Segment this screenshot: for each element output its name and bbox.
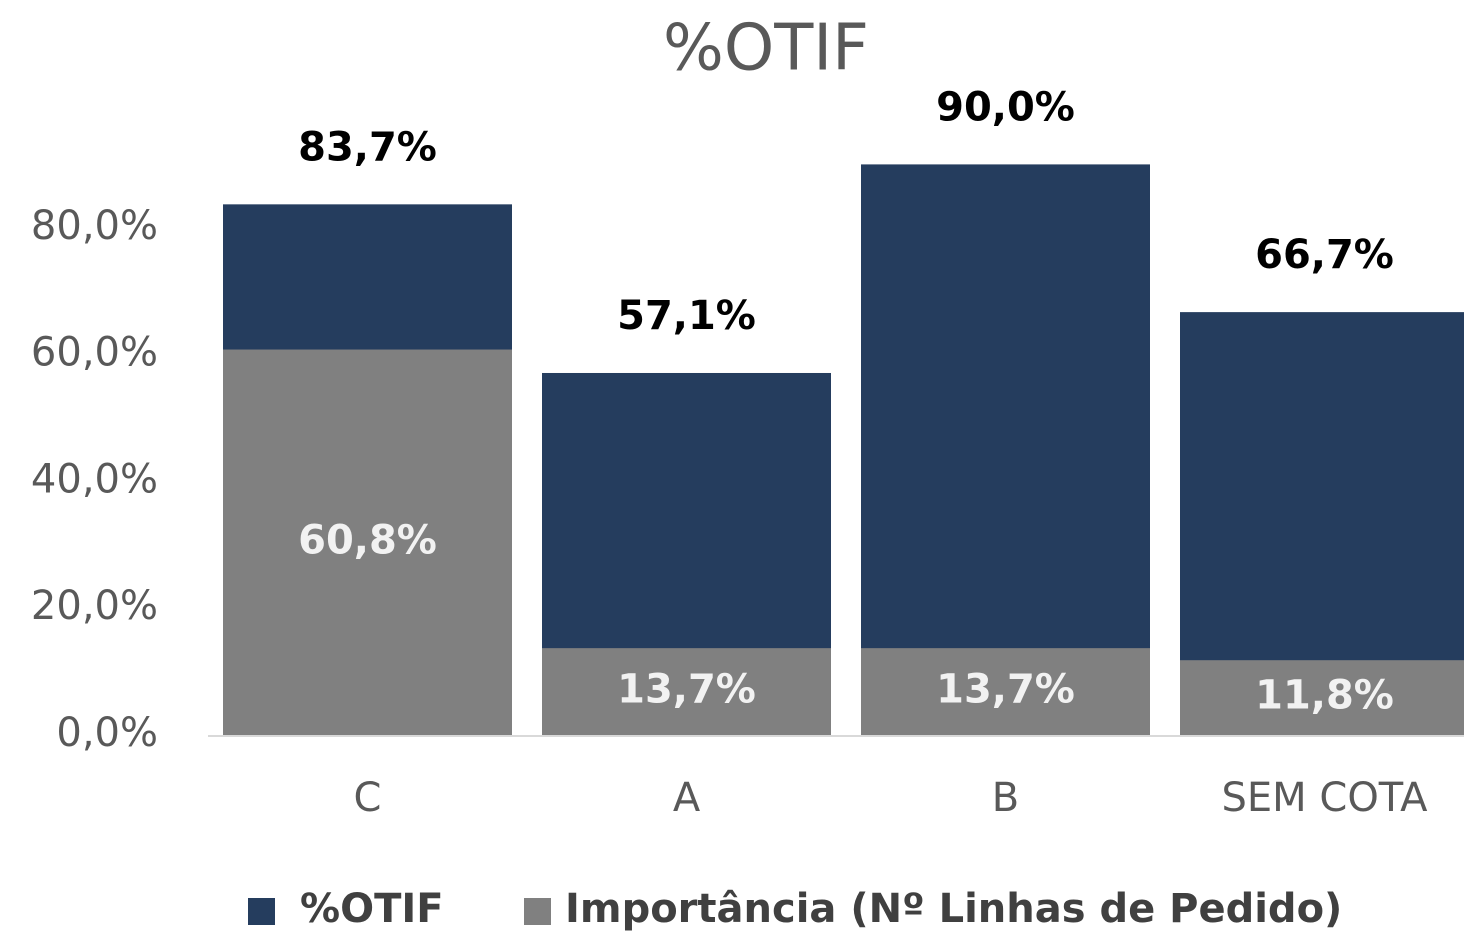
y-tick-label: 20,0%	[31, 583, 158, 629]
bar	[223, 349, 512, 735]
data-label: 57,1%	[617, 293, 756, 339]
legend-swatch	[248, 898, 275, 925]
x-tick-label: C	[354, 775, 382, 821]
data-label: 11,8%	[1255, 673, 1394, 719]
chart-title: %OTIF	[663, 12, 869, 86]
data-label: 83,7%	[298, 124, 437, 170]
data-label: 60,8%	[298, 517, 437, 563]
data-label: 66,7%	[1255, 232, 1394, 278]
legend-swatch	[524, 898, 551, 925]
bar	[861, 164, 1150, 735]
bar	[861, 648, 1150, 735]
y-tick-label: 0,0%	[56, 710, 158, 756]
x-tick-label: A	[673, 775, 701, 821]
y-tick-label: 80,0%	[31, 203, 158, 249]
x-tick-label: SEM COTA	[1222, 775, 1429, 821]
data-label: 13,7%	[617, 667, 756, 713]
x-tick-label: B	[992, 775, 1019, 821]
legend-label: %OTIF	[300, 886, 444, 932]
bar	[1180, 660, 1464, 735]
bar	[542, 648, 831, 735]
y-tick-label: 60,0%	[31, 330, 158, 376]
data-label: 13,7%	[936, 667, 1075, 713]
y-tick-label: 40,0%	[31, 456, 158, 502]
data-label: 90,0%	[936, 84, 1075, 130]
legend-label: Importância (Nº Linhas de Pedido)	[565, 886, 1342, 932]
